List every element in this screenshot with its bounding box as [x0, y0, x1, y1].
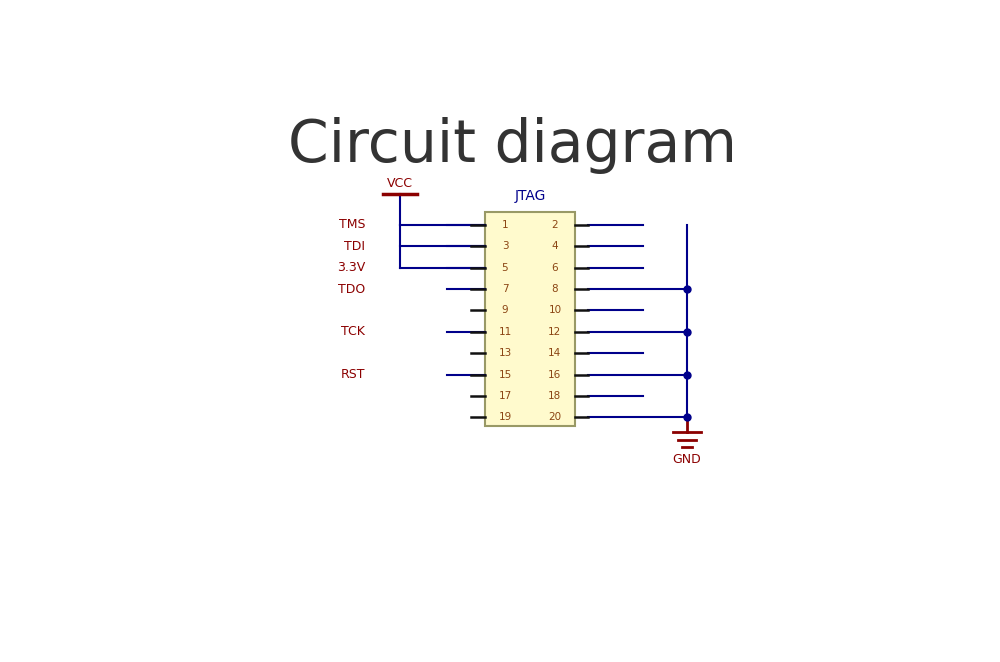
Text: 16: 16 [548, 369, 562, 380]
Text: 8: 8 [552, 284, 558, 294]
Text: 14: 14 [548, 348, 562, 358]
Text: 17: 17 [498, 391, 512, 401]
Text: 20: 20 [548, 412, 561, 422]
Text: GND: GND [673, 453, 701, 466]
Text: 9: 9 [502, 305, 508, 316]
Text: TDO: TDO [338, 283, 365, 295]
Text: 7: 7 [502, 284, 508, 294]
Text: RST: RST [341, 368, 365, 381]
Text: 11: 11 [498, 327, 512, 337]
Text: JTAG: JTAG [514, 189, 546, 203]
Text: 6: 6 [552, 263, 558, 273]
Text: 18: 18 [548, 391, 562, 401]
Text: 5: 5 [502, 263, 508, 273]
Text: 10: 10 [548, 305, 561, 316]
Text: 2: 2 [552, 220, 558, 230]
Text: 15: 15 [498, 369, 512, 380]
Text: 4: 4 [552, 241, 558, 251]
Text: VCC: VCC [387, 177, 413, 190]
Text: TCK: TCK [341, 325, 365, 338]
Text: 12: 12 [548, 327, 562, 337]
Text: 3.3V: 3.3V [337, 261, 365, 274]
Text: TDI: TDI [344, 240, 365, 253]
Text: Circuit diagram: Circuit diagram [288, 117, 737, 174]
Text: 3: 3 [502, 241, 508, 251]
Text: 13: 13 [498, 348, 512, 358]
Text: 1: 1 [502, 220, 508, 230]
Text: 19: 19 [498, 412, 512, 422]
Bar [485, 212, 574, 426]
Text: TMS: TMS [339, 218, 365, 231]
